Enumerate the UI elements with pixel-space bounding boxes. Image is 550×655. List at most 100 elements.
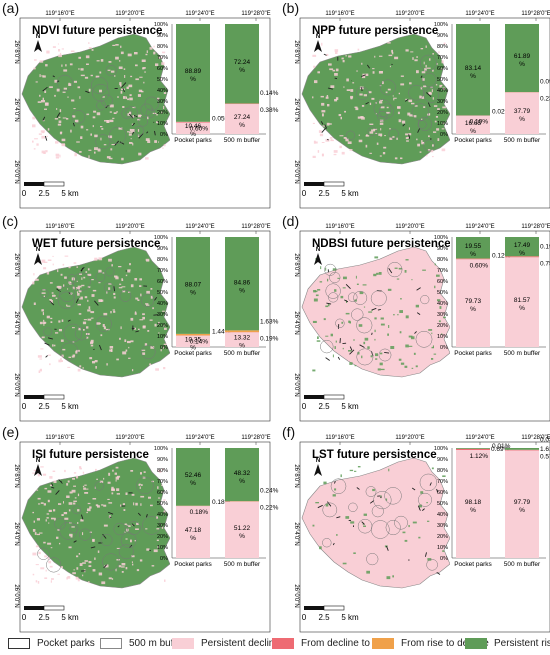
park-outline xyxy=(424,552,427,557)
buffer-ring xyxy=(351,308,364,321)
map-speckle xyxy=(141,484,143,486)
map-speckle xyxy=(153,51,156,55)
map-speckle xyxy=(111,486,114,490)
map-speckle xyxy=(60,273,63,276)
map-speckle xyxy=(91,294,95,297)
map-speckle xyxy=(130,340,134,343)
park-outline xyxy=(49,300,55,306)
y-tick-label: 60% xyxy=(157,66,168,72)
map-speckle xyxy=(88,565,92,567)
panel-title: NDVI future persistence xyxy=(32,25,162,37)
map-speckle xyxy=(320,95,324,98)
map-speckle xyxy=(418,536,421,539)
map-speckle xyxy=(154,140,157,143)
map-speckle xyxy=(341,57,344,60)
map-speckle xyxy=(393,98,395,101)
buffer-ring xyxy=(422,72,437,87)
map-speckle xyxy=(419,95,422,99)
north-label: N xyxy=(36,247,40,253)
map-speckle xyxy=(69,292,73,295)
map-speckle xyxy=(36,545,38,548)
map-speckle xyxy=(130,317,134,321)
bar-segment xyxy=(456,448,490,449)
y-tick-label: 20% xyxy=(437,110,448,116)
y-tick-label: 50% xyxy=(437,77,448,83)
map-region xyxy=(301,33,451,165)
map-speckle xyxy=(57,529,60,531)
map-speckle xyxy=(90,133,92,136)
park-outline xyxy=(359,344,365,348)
park-outline xyxy=(337,356,341,360)
top-tick-label: 119°28'0"E xyxy=(241,11,270,17)
map-speckle xyxy=(325,503,329,507)
map-speckle xyxy=(73,108,76,110)
top-tick-label: 119°28'0"E xyxy=(521,435,550,441)
map-speckle xyxy=(345,516,350,519)
map-speckle xyxy=(116,111,118,113)
map-speckle xyxy=(163,92,167,94)
map-speckle xyxy=(80,74,85,77)
map-speckle xyxy=(87,273,92,276)
map-speckle xyxy=(312,96,314,99)
map-speckle xyxy=(429,58,431,61)
data-label: % xyxy=(190,76,196,83)
map-speckle xyxy=(115,568,117,572)
map-speckle xyxy=(389,128,391,130)
map-speckle xyxy=(92,569,96,572)
map-speckle xyxy=(163,324,165,327)
map-speckle xyxy=(437,299,441,302)
map-speckle xyxy=(146,260,150,262)
map-speckle xyxy=(50,321,53,323)
map-speckle xyxy=(82,367,84,369)
park-outline xyxy=(325,357,330,361)
map-speckle xyxy=(53,509,56,512)
legend-item: Persistent decline xyxy=(172,638,280,649)
scale-bar-segment xyxy=(304,395,324,399)
top-tick-label: 119°16'0"E xyxy=(45,11,74,17)
park-outline xyxy=(131,523,135,527)
map-speckle xyxy=(112,469,114,472)
north-arrow-icon xyxy=(34,40,42,52)
map-speckle xyxy=(411,336,415,340)
data-label: 0.19% xyxy=(260,335,279,342)
map-speckle xyxy=(139,285,142,287)
map-speckle xyxy=(334,49,339,52)
map-speckle xyxy=(128,132,133,134)
map-speckle xyxy=(405,315,409,319)
buffer-ring xyxy=(59,285,76,302)
map-speckle xyxy=(106,290,108,294)
map-speckle xyxy=(360,116,364,118)
buffer-ring xyxy=(365,486,377,497)
map-speckle xyxy=(125,538,128,540)
map-speckle xyxy=(343,86,345,88)
map-speckle xyxy=(79,466,82,469)
map-speckle xyxy=(86,336,89,339)
map-speckle xyxy=(68,546,72,549)
data-label: 88.89 xyxy=(185,68,202,75)
north-label: N xyxy=(36,34,40,40)
map-speckle xyxy=(41,75,45,77)
map-speckle xyxy=(353,552,356,554)
map-speckle xyxy=(131,555,135,558)
map-speckle xyxy=(411,367,414,369)
map-speckle xyxy=(408,127,410,130)
map-speckle xyxy=(52,263,54,266)
map-speckle xyxy=(52,255,54,257)
map-speckle xyxy=(138,152,142,156)
map-speckle xyxy=(88,561,92,564)
map-speckle xyxy=(55,141,59,144)
map-speckle xyxy=(114,75,116,77)
map-speckle xyxy=(359,93,363,96)
top-tick-label: 119°24'0"E xyxy=(185,224,214,230)
map-speckle xyxy=(39,358,43,360)
map-speckle xyxy=(358,134,360,136)
map-speckle xyxy=(72,572,76,575)
map-speckle xyxy=(68,509,71,512)
left-tick-label: 26°4'0"N xyxy=(293,311,299,334)
map-speckle xyxy=(419,151,422,153)
map-speckle xyxy=(77,578,80,582)
park-outline xyxy=(121,82,127,88)
map-speckle xyxy=(40,502,44,504)
map-speckle xyxy=(49,299,52,301)
buffer-ring xyxy=(59,521,78,540)
